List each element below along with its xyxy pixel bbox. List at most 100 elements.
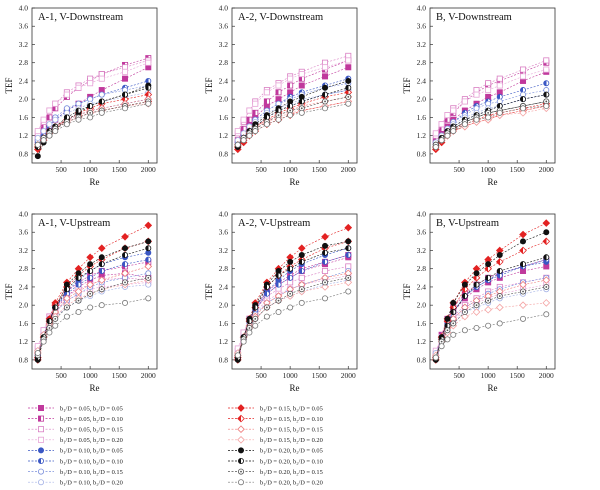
y-tick-label: 2.4 bbox=[19, 76, 29, 85]
legend-item: b₁/D = 0.10, b₂/D = 0.05 bbox=[28, 447, 123, 455]
series-line bbox=[37, 62, 149, 132]
data-point bbox=[473, 270, 480, 277]
data-point bbox=[461, 121, 468, 128]
data-point bbox=[63, 91, 70, 98]
legend-marker bbox=[38, 447, 45, 454]
legend-marker-dot bbox=[240, 470, 242, 473]
data-point-dot bbox=[498, 295, 501, 297]
panel-title: B, V-Downstream bbox=[436, 12, 512, 23]
y-tick-label: 3.2 bbox=[19, 40, 29, 49]
series-10 bbox=[33, 90, 153, 151]
x-tick-label: 2000 bbox=[141, 165, 156, 174]
data-point-dot bbox=[277, 114, 280, 117]
data-point bbox=[322, 249, 329, 256]
series-line bbox=[237, 277, 349, 356]
data-point bbox=[472, 308, 481, 316]
series-line bbox=[237, 80, 349, 148]
legend-item: b₁/D = 0.20, b₂/D = 0.15 bbox=[228, 468, 323, 476]
data-point bbox=[122, 68, 129, 75]
data-point bbox=[542, 276, 551, 284]
series-4 bbox=[432, 66, 550, 137]
y-tick-label: 1.2 bbox=[219, 131, 229, 140]
data-point bbox=[438, 137, 445, 144]
series-line bbox=[37, 298, 149, 354]
y-tick-label: 4.0 bbox=[219, 4, 229, 13]
data-point-dot bbox=[300, 107, 303, 110]
legend-label: b₁/D = 0.05, b₂/D = 0.15 bbox=[60, 427, 123, 434]
y-tick-label: 2.0 bbox=[219, 301, 229, 310]
data-point bbox=[461, 98, 468, 105]
data-point bbox=[63, 121, 70, 128]
data-point-dot bbox=[487, 111, 490, 114]
data-point bbox=[234, 128, 241, 135]
series-line bbox=[435, 277, 547, 354]
data-point bbox=[263, 98, 270, 105]
data-point bbox=[543, 254, 550, 261]
data-point bbox=[122, 75, 129, 82]
data-point-dot bbox=[254, 317, 257, 320]
series-line bbox=[435, 284, 547, 351]
plot-frame bbox=[31, 213, 158, 370]
data-point bbox=[275, 116, 282, 123]
y-tick-label: 0.8 bbox=[417, 149, 427, 158]
data-point bbox=[87, 114, 94, 121]
series-line bbox=[37, 277, 149, 356]
y-tick-label: 1.6 bbox=[417, 319, 427, 328]
data-point-dot bbox=[475, 304, 478, 307]
legend-marker bbox=[237, 435, 245, 444]
data-point bbox=[520, 73, 527, 80]
y-tick-label: 0.8 bbox=[19, 355, 29, 364]
series-line bbox=[37, 103, 149, 146]
y-tick-label: 2.4 bbox=[417, 282, 427, 291]
legend-item: b₁/D = 0.05, b₂/D = 0.20 bbox=[28, 436, 123, 444]
data-point bbox=[87, 261, 94, 268]
data-point bbox=[432, 144, 439, 151]
data-point-dot bbox=[545, 286, 548, 288]
legend-label: b₁/D = 0.15, b₂/D = 0.20 bbox=[260, 437, 323, 444]
legend-marker bbox=[38, 457, 45, 464]
data-point-dot bbox=[54, 317, 57, 320]
data-point bbox=[86, 280, 94, 289]
data-point bbox=[34, 141, 41, 148]
y-tick-label: 2.0 bbox=[417, 301, 427, 310]
data-point-dot bbox=[147, 276, 150, 279]
legend-item: b₁/D = 0.20, b₂/D = 0.10 bbox=[228, 457, 323, 465]
data-point bbox=[450, 331, 457, 338]
data-point bbox=[461, 312, 469, 321]
series-line bbox=[37, 247, 149, 358]
series-line bbox=[237, 87, 349, 145]
y-tick-label: 1.2 bbox=[19, 131, 29, 140]
series-line bbox=[37, 87, 149, 148]
series-line bbox=[237, 101, 349, 150]
x-tick-label: 500 bbox=[453, 371, 465, 380]
legend-label: b₁/D = 0.20, b₂/D = 0.05 bbox=[260, 448, 323, 455]
data-point bbox=[322, 84, 329, 91]
data-point bbox=[52, 100, 59, 107]
data-point bbox=[298, 258, 305, 265]
legend-marker bbox=[237, 447, 244, 454]
data-point-dot bbox=[48, 327, 51, 329]
legend-marker bbox=[38, 479, 45, 486]
data-point bbox=[40, 128, 47, 135]
legend-item: b₁/D = 0.05, b₂/D = 0.15 bbox=[28, 426, 123, 434]
x-tick-label: 1500 bbox=[112, 371, 127, 380]
series-line bbox=[37, 259, 149, 356]
data-point bbox=[275, 281, 282, 288]
data-point bbox=[246, 107, 253, 114]
y-tick-label: 1.2 bbox=[19, 337, 29, 346]
data-point bbox=[63, 313, 70, 320]
y-tick-label: 4.0 bbox=[417, 4, 427, 13]
data-point bbox=[40, 338, 47, 345]
series-line bbox=[237, 291, 349, 356]
y-tick-label: 4.0 bbox=[219, 210, 229, 219]
x-tick-label: 1500 bbox=[312, 165, 327, 174]
data-point bbox=[240, 137, 247, 144]
x-tick-label: 500 bbox=[255, 371, 267, 380]
x-axis-label: Re bbox=[488, 177, 498, 187]
panel-bu: 0.8 1.2 1.6 2.0 2.4 2.8 3.2 3.6 4.0 500 1000 1500 20… bbox=[402, 210, 556, 393]
data-point bbox=[98, 109, 105, 116]
x-axis-label: Re bbox=[488, 383, 498, 393]
series-16 bbox=[34, 100, 152, 148]
data-point bbox=[98, 302, 105, 309]
series-3 bbox=[432, 274, 550, 357]
